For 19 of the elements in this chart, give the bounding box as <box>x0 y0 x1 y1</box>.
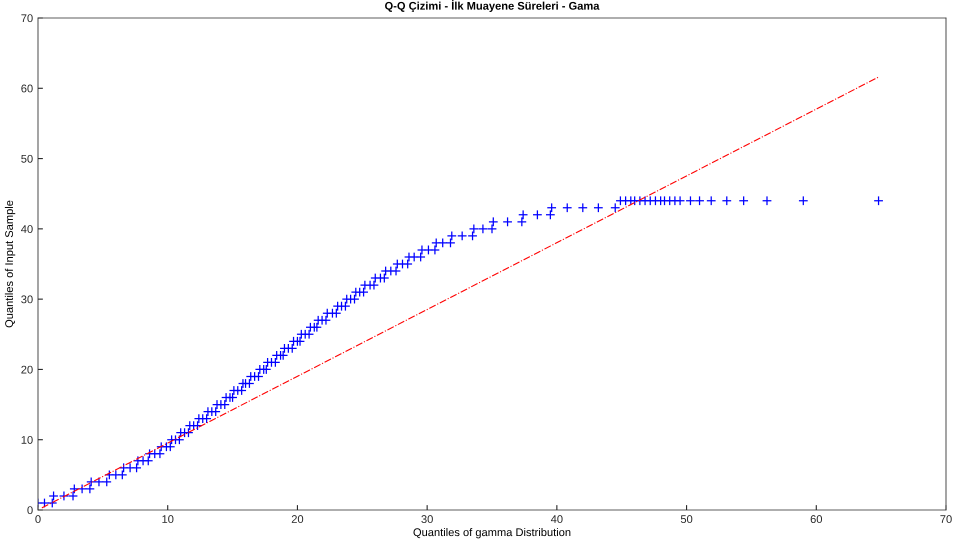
x-tick-label: 40 <box>550 515 563 524</box>
y-tick-label: 70 <box>21 14 33 22</box>
y-tick-label: 50 <box>21 154 33 163</box>
y-tick-label: 10 <box>22 436 33 444</box>
y-axis-title: Quantiles of Input Sample <box>4 200 16 328</box>
x-tick-label: 50 <box>680 515 692 524</box>
y-tick-label: 0 <box>27 506 33 514</box>
x-tick-label: 60 <box>810 515 822 524</box>
y-tick-label: 60 <box>21 84 33 92</box>
y-tick-label: 20 <box>21 366 33 374</box>
y-tick-label: 40 <box>21 225 33 233</box>
chart-title: Q-Q Çizimi - İlk Muayene Süreleri - Gama <box>385 0 600 12</box>
x-tick-label: 10 <box>162 515 174 524</box>
x-tick-label: 30 <box>421 515 433 524</box>
x-tick-label: 70 <box>940 515 952 524</box>
x-tick-label: 20 <box>292 515 304 524</box>
x-tick-label: 0 <box>35 515 41 524</box>
x-axis-title: Quantiles of gamma Distribution <box>413 528 570 538</box>
y-tick-label: 30 <box>21 295 33 304</box>
